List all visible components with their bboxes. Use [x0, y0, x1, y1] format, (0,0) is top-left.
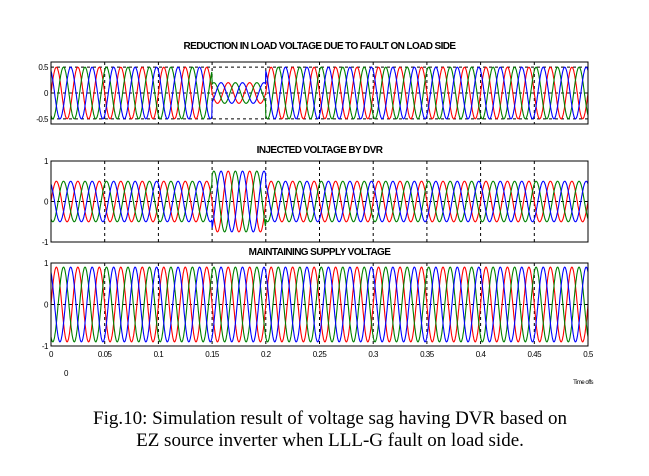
series-phase-b: [50, 170, 589, 233]
y-tick-label: 0: [44, 89, 49, 98]
x-tick-label: 0.1: [154, 350, 165, 359]
x-tick-label: 0.2: [261, 350, 272, 359]
y-tick-label: -0.5: [36, 115, 49, 124]
y-tick-label: 1: [44, 157, 49, 166]
series-phase-a: [50, 170, 589, 233]
panel-title: REDUCTION IN LOAD VOLTAGE DUE TO FAULT O…: [184, 41, 457, 52]
y-tick-label: 1: [44, 259, 49, 268]
panel-2: INJECTED VOLTAGE BY DVR 1 0 -1: [42, 145, 589, 247]
series-phase-c: [50, 170, 589, 233]
panel-1: REDUCTION IN LOAD VOLTAGE DUE TO FAULT O…: [36, 41, 589, 125]
series-phase-b: [50, 66, 589, 120]
x-tick-label: 0: [49, 350, 54, 359]
plot-frame: [50, 160, 589, 243]
panel-3: MAINTAINING SUPPLY VOLTAGE 1 0 -1: [42, 247, 589, 351]
series-phase-a: [50, 266, 589, 343]
caption-line-2: EZ source inverter when LLL-G fault on l…: [136, 430, 524, 451]
y-tick-label: 0.5: [38, 63, 49, 72]
x-tick-label: 0.05: [98, 350, 113, 359]
series-phase-a: [50, 66, 589, 120]
panel-title: INJECTED VOLTAGE BY DVR: [257, 145, 384, 156]
x-tick-label: 0.35: [420, 350, 435, 359]
plot-frame: [50, 61, 589, 125]
figure: REDUCTION IN LOAD VOLTAGE DUE TO FAULT O…: [36, 41, 594, 386]
y-tick-label: 0: [44, 301, 49, 310]
y-tick-label: 0: [44, 198, 49, 207]
x-tick-label: 0.4: [476, 350, 487, 359]
panel-title: MAINTAINING SUPPLY VOLTAGE: [249, 247, 392, 258]
x-tick-label: 0.15: [205, 350, 220, 359]
x-tick-label: 0.45: [528, 350, 543, 359]
series-phase-b: [50, 266, 589, 343]
x-tick-label: 0.5: [583, 350, 594, 359]
figure-caption: Fig.10: Simulation result of voltage sag…: [60, 408, 600, 452]
x-axis: 0 0.05 0.1 0.15 0.2 0.25 0.3 0.35 0.4 0.45 0.5 Time…: [49, 350, 594, 386]
caption-line-1: Fig.10: Simulation result of voltage sag…: [93, 408, 567, 429]
y-tick-label: -1: [42, 342, 49, 351]
stray-label: 0: [64, 369, 69, 378]
x-tick-label: 0.25: [313, 350, 328, 359]
series-phase-c: [50, 66, 589, 120]
plot-frame: [50, 262, 589, 347]
series-phase-c: [50, 266, 589, 343]
y-tick-label: -1: [42, 238, 49, 247]
x-tick-label: 0.3: [368, 350, 379, 359]
x-axis-label: Time offs: [573, 380, 593, 386]
